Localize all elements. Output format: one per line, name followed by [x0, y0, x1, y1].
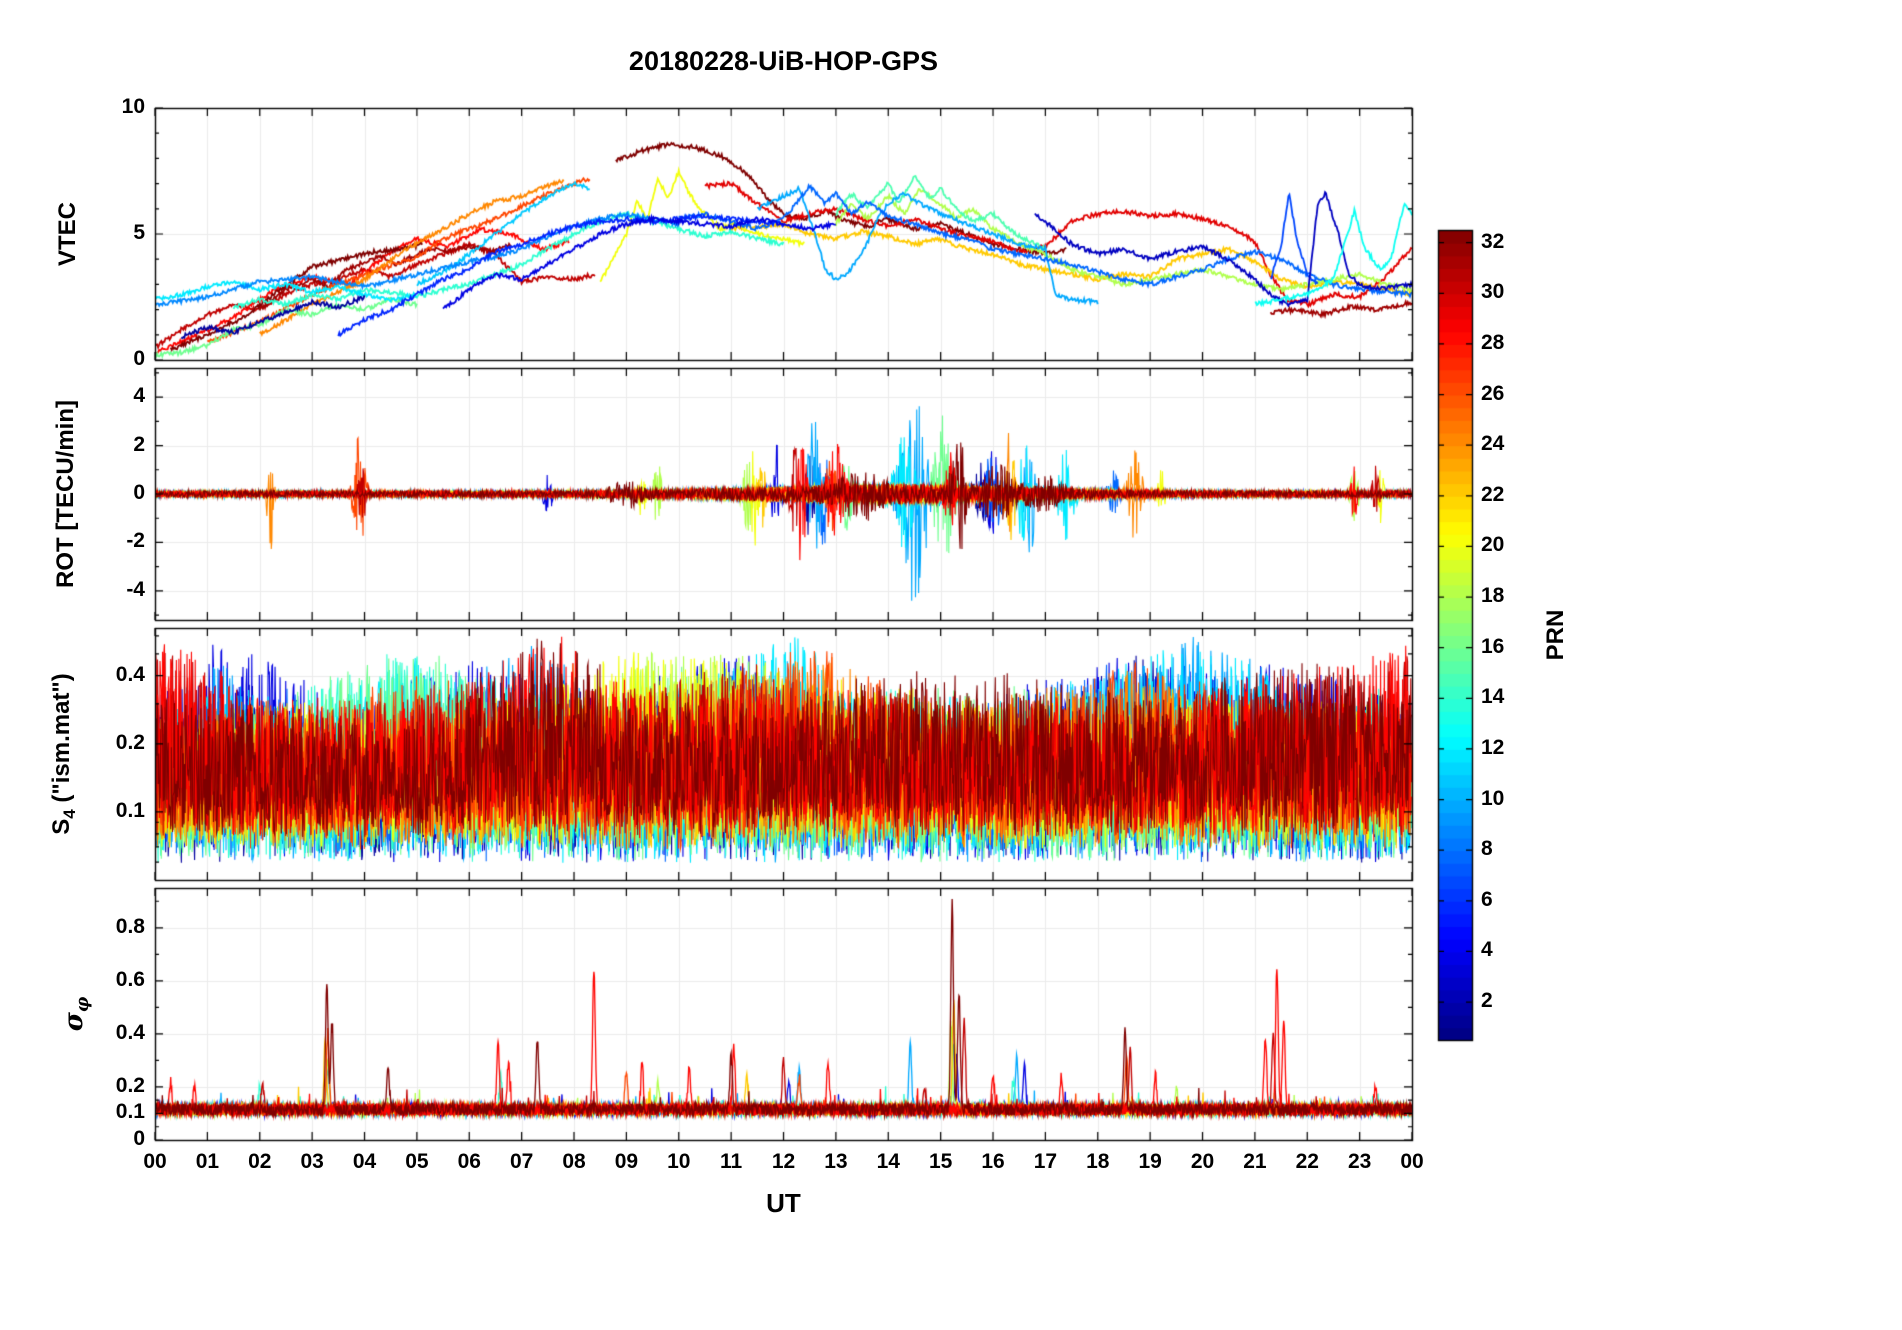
colorbar-tick-label: 30 [1481, 280, 1505, 304]
colorbar-label: PRN [1542, 609, 1569, 661]
y-tick-label: 10 [121, 95, 145, 118]
colorbar-tick-label: 32 [1481, 229, 1505, 253]
x-tick-label: 10 [667, 1150, 691, 1173]
x-tick-label: 18 [1086, 1150, 1110, 1173]
colorbar-tick-label: 2 [1481, 989, 1493, 1013]
s4-suffix: ("ism.mat") [48, 673, 76, 810]
x-tick-label: 20 [1190, 1150, 1215, 1173]
y-tick-label: 0.8 [115, 914, 145, 938]
x-tick-label: 12 [771, 1150, 796, 1173]
y-tick-label: 0 [133, 481, 145, 504]
x-axis-label: UT [766, 1188, 801, 1218]
colorbar-tick-label: 12 [1481, 735, 1505, 759]
x-tick-label: 15 [928, 1150, 953, 1173]
x-tick-label: 04 [352, 1150, 377, 1173]
x-tick-label: 22 [1295, 1150, 1319, 1173]
x-tick-label: 00 [143, 1150, 167, 1173]
x-tick-label: 08 [562, 1150, 586, 1173]
x-tick-label: 02 [248, 1150, 272, 1173]
colorbar-tick-label: 22 [1481, 482, 1505, 506]
x-tick-label: 09 [614, 1150, 639, 1173]
x-tick-label: 11 [720, 1150, 743, 1173]
colorbar-tick-label: 20 [1481, 533, 1505, 557]
y-tick-label: 0.2 [115, 730, 145, 754]
colorbar-tick-label: 16 [1481, 634, 1505, 658]
colorbar-tick-label: 10 [1481, 786, 1505, 810]
chart-title: 20180228-UiB-HOP-GPS [628, 46, 939, 76]
colorbar-tick-label: 28 [1481, 330, 1505, 354]
x-tick-label: 00 [1400, 1150, 1424, 1173]
x-tick-label: 06 [457, 1150, 481, 1173]
colorbar-tick-label: 26 [1481, 381, 1505, 405]
y-tick-label: 0.1 [115, 1100, 145, 1124]
x-tick-label: 21 [1243, 1150, 1267, 1173]
x-tick-label: 07 [509, 1150, 534, 1173]
y-tick-label: 0.1 [115, 798, 145, 822]
x-tick-label: 17 [1033, 1150, 1058, 1173]
colorbar-tick-label: 18 [1481, 584, 1505, 608]
colorbar-tick-label: 6 [1481, 887, 1493, 911]
y-tick-label: 2 [133, 432, 145, 456]
y-tick-label: 0 [133, 1127, 145, 1150]
y-tick-label: 4 [133, 384, 145, 408]
colorbar-tick-label: 24 [1481, 432, 1505, 456]
x-tick-label: 16 [981, 1150, 1005, 1173]
x-tick-label: 14 [876, 1150, 900, 1173]
y-tick-label: -4 [126, 577, 145, 601]
x-tick-label: 13 [824, 1150, 848, 1173]
y-tick-label: 0.4 [115, 662, 145, 686]
y-tick-label: -2 [126, 529, 145, 553]
x-tick-label: 03 [300, 1150, 324, 1173]
colorbar-tick-label: 4 [1481, 938, 1493, 962]
y-tick-label: 0.4 [115, 1020, 145, 1044]
phi-subscript: φ [72, 996, 93, 1013]
y-tick-label: 0.6 [115, 967, 145, 991]
x-tick-label: 01 [195, 1150, 220, 1173]
s4-symbol: S [48, 818, 76, 835]
x-tick-label: 05 [405, 1150, 429, 1173]
x-tick-label: 23 [1347, 1150, 1372, 1173]
x-tick-label: 19 [1138, 1150, 1162, 1173]
colorbar-tick-label: 14 [1481, 685, 1505, 709]
colorbar-tick-label: 8 [1481, 837, 1493, 861]
y-tick-label: 0.2 [115, 1073, 145, 1097]
y-tick-label: 0 [133, 347, 145, 370]
y-tick-label: 5 [133, 221, 145, 244]
